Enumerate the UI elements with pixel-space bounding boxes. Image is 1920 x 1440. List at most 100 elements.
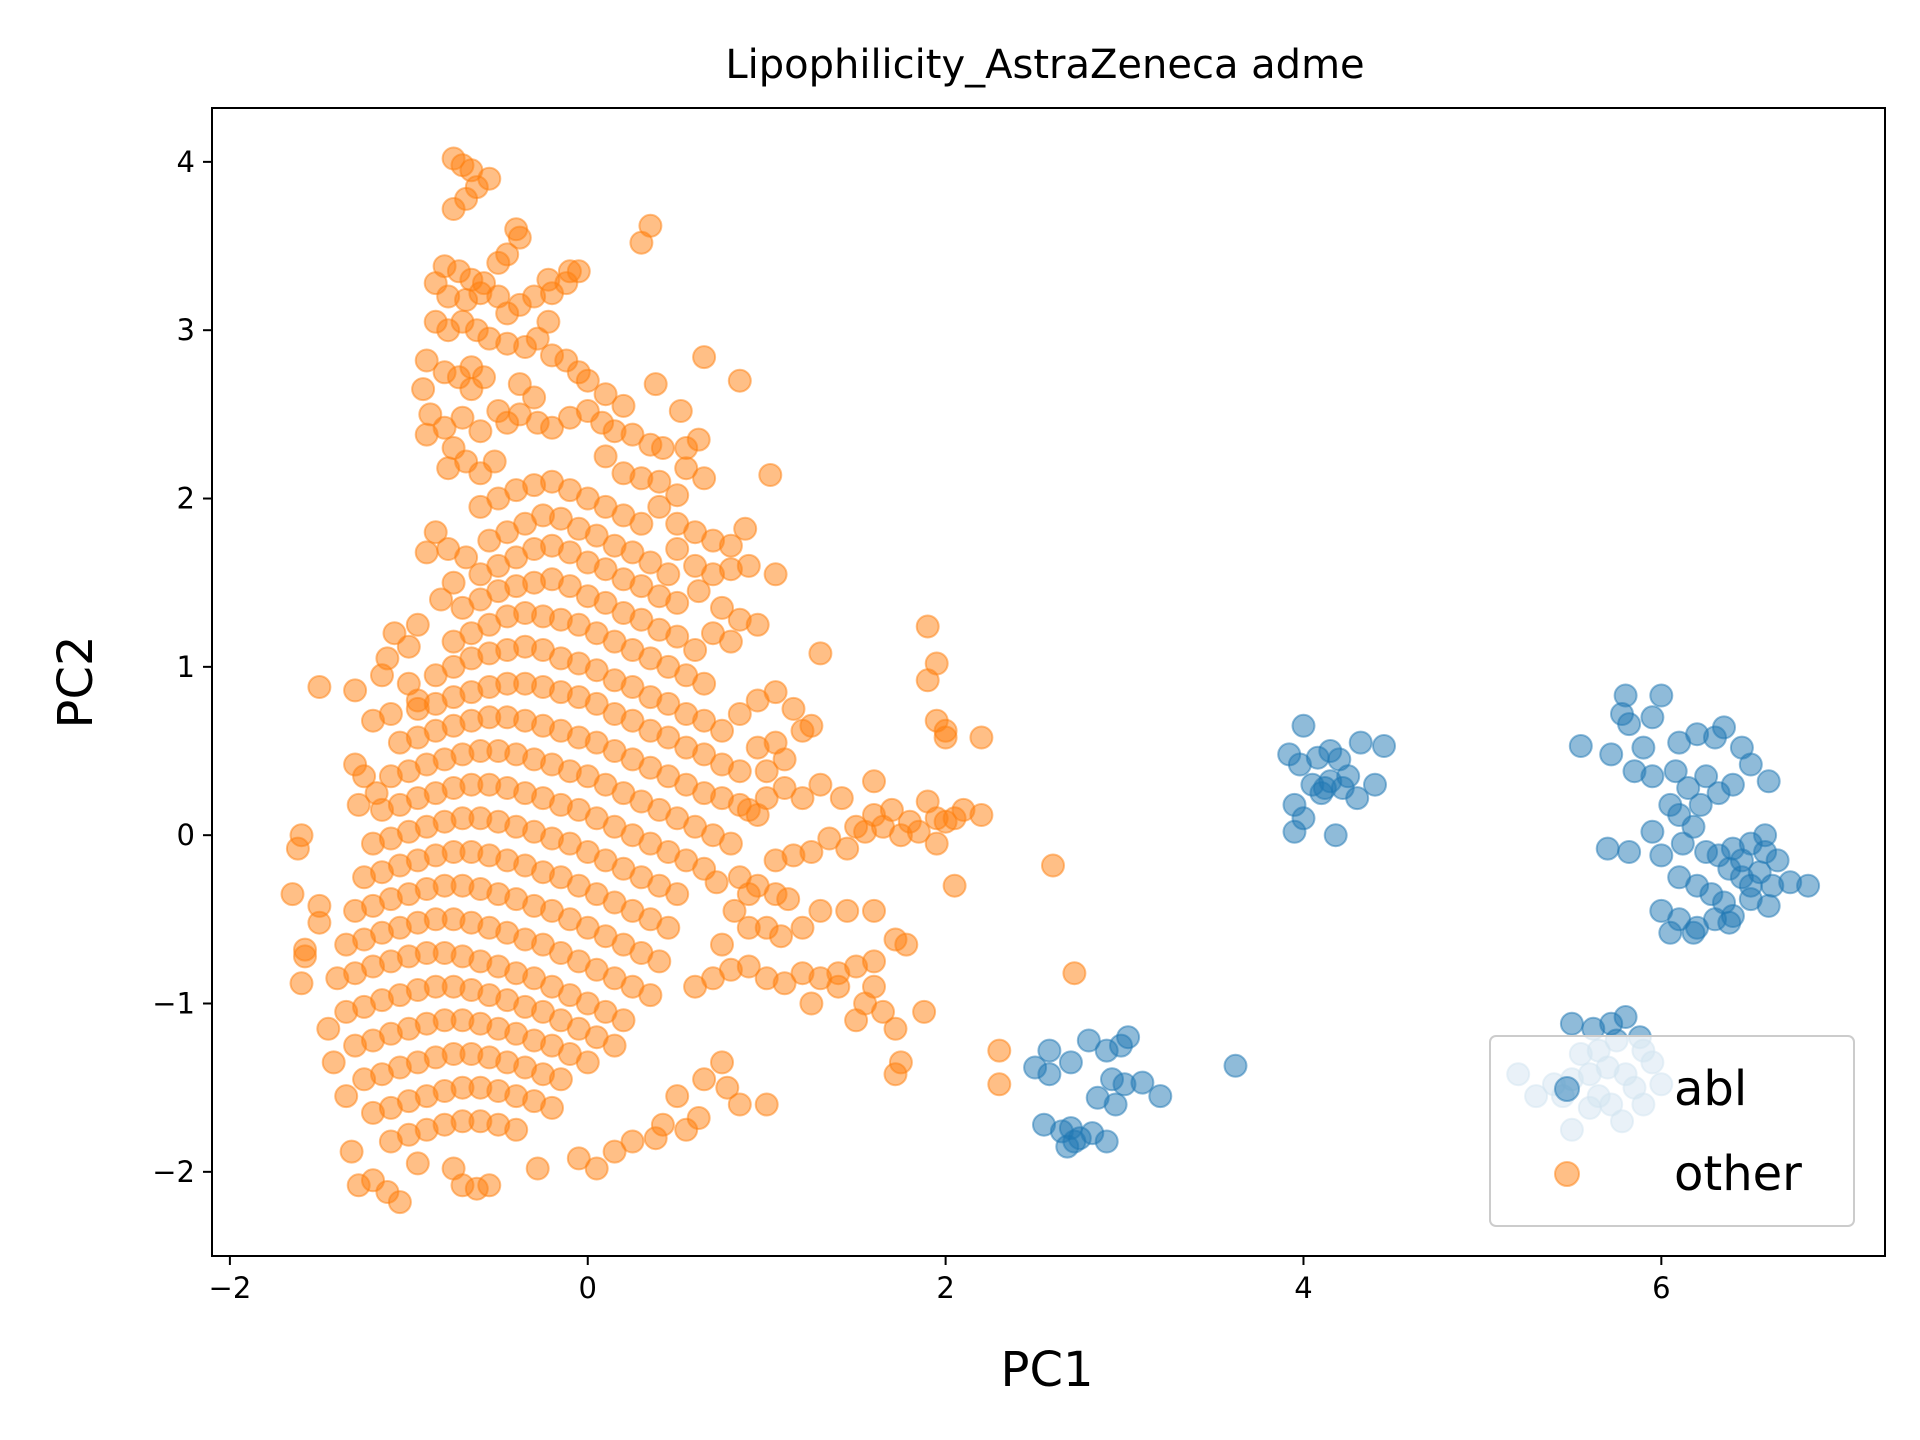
point-abl: [1649, 843, 1674, 868]
point-other: [942, 806, 967, 831]
point-other: [289, 971, 314, 996]
point-abl: [1640, 819, 1665, 844]
point-other: [692, 466, 717, 491]
point-other: [540, 1095, 564, 1120]
point-other: [987, 1072, 1012, 1097]
legend-marker-other: [1554, 1161, 1580, 1187]
point-other: [862, 949, 886, 974]
point-other: [629, 607, 654, 632]
legend-label-abl: abl: [1674, 1061, 1747, 1117]
point-other: [629, 574, 654, 599]
legend-label-other: other: [1674, 1146, 1802, 1202]
point-other: [692, 708, 717, 733]
point-other: [370, 663, 394, 688]
point-other: [454, 545, 479, 570]
point-abl: [1130, 1070, 1155, 1095]
point-other: [346, 792, 371, 817]
point-other: [710, 932, 734, 957]
point-abl: [1756, 893, 1781, 918]
point-abl: [1694, 764, 1719, 789]
x-axis-label: PC1: [1001, 1342, 1094, 1398]
point-abl: [1312, 776, 1337, 800]
x-tick-label: 4: [1294, 1271, 1312, 1305]
point-other: [790, 915, 815, 940]
point-other: [656, 725, 681, 750]
point-other: [477, 1173, 502, 1198]
point-other: [718, 831, 743, 856]
point-other: [915, 614, 940, 639]
point-abl: [1348, 730, 1373, 755]
point-other: [441, 197, 466, 221]
point-other: [754, 759, 779, 784]
point-other: [611, 393, 636, 418]
point-other: [387, 1190, 412, 1215]
legend-marker-abl: [1554, 1076, 1580, 1102]
point-other: [862, 898, 886, 923]
point-other: [715, 1075, 740, 1100]
point-other: [339, 1139, 364, 1164]
point-other: [638, 550, 663, 575]
point-other: [915, 789, 940, 814]
point-other: [575, 368, 600, 393]
point-abl: [1631, 735, 1656, 760]
point-other: [414, 348, 439, 373]
point-other: [557, 540, 582, 565]
point-other: [844, 1008, 869, 1033]
y-tick-label: −2: [152, 1155, 195, 1189]
point-other: [942, 873, 967, 898]
point-other: [584, 658, 609, 683]
point-other: [727, 1092, 752, 1117]
point-other: [629, 511, 654, 536]
point-other: [710, 595, 734, 620]
point-other: [411, 377, 436, 402]
point-other: [321, 1050, 346, 1075]
point-other: [620, 675, 645, 699]
point-other: [710, 1050, 734, 1075]
point-abl: [1559, 1011, 1584, 1036]
point-abl: [1649, 683, 1674, 708]
point-abl: [1617, 840, 1642, 864]
point-other: [894, 932, 919, 957]
point-other: [540, 415, 564, 440]
point-abl: [1663, 759, 1688, 784]
point-other: [647, 469, 672, 494]
point-abl: [1599, 742, 1624, 767]
point-abl: [1103, 1092, 1128, 1117]
point-other: [763, 680, 788, 705]
point-other: [883, 1016, 908, 1041]
point-abl: [1681, 920, 1706, 945]
point-other: [620, 422, 645, 447]
plot-frame: [211, 107, 1886, 1257]
point-abl: [1720, 772, 1745, 797]
point-other: [647, 494, 672, 519]
point-abl: [1738, 752, 1763, 777]
point-other: [817, 826, 842, 851]
point-other: [638, 983, 663, 1008]
point-other: [566, 259, 591, 284]
point-other: [486, 250, 511, 275]
point-other: [969, 803, 994, 827]
point-other: [548, 506, 573, 531]
point-other: [459, 377, 484, 402]
point-other: [686, 579, 711, 604]
point-abl: [1796, 873, 1821, 898]
point-abl: [1712, 715, 1736, 740]
point-other: [668, 399, 693, 423]
point-other: [781, 696, 806, 721]
point-other: [772, 776, 797, 800]
point-abl: [1363, 772, 1387, 797]
point-other: [361, 708, 385, 733]
point-other: [566, 1146, 591, 1171]
point-other: [643, 372, 668, 397]
point-other: [620, 708, 645, 733]
point-other: [987, 1038, 1012, 1063]
point-other: [844, 814, 869, 839]
point-other: [736, 954, 761, 979]
point-other: [525, 1156, 550, 1181]
point-other: [969, 725, 994, 750]
point-abl: [1676, 776, 1701, 800]
point-other: [710, 718, 734, 743]
point-other: [441, 570, 466, 595]
point-other: [602, 1139, 627, 1164]
y-axis: −2 −1 0 1 2 3 4: [152, 145, 212, 1189]
